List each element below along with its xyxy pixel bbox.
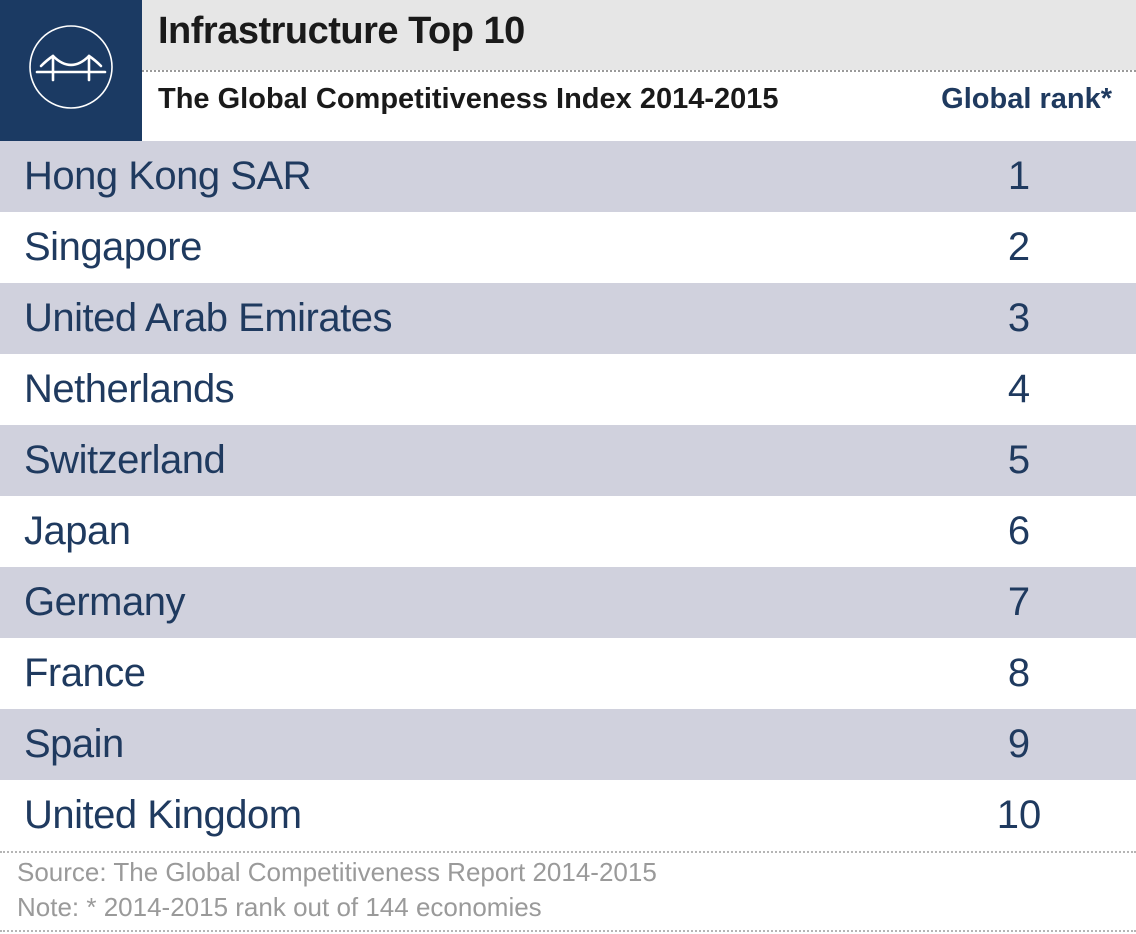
country-label: Japan: [24, 509, 131, 553]
chart-subtitle: The Global Competitiveness Index 2014-20…: [158, 83, 779, 115]
chart-header: Infrastructure Top 10 The Global Competi…: [0, 0, 1136, 141]
country-label: Hong Kong SAR: [24, 154, 312, 198]
table-row: Japan 6: [0, 496, 1136, 567]
logo: [0, 0, 142, 141]
rank-value: 6: [1007, 509, 1031, 553]
rank-value: 7: [1007, 580, 1031, 624]
footnote: Note: * 2014-2015 rank out of 144 econom…: [17, 892, 542, 922]
table-row: United Arab Emirates 3: [0, 283, 1136, 354]
country-label: Germany: [24, 580, 186, 624]
chart-title: Infrastructure Top 10: [158, 10, 525, 52]
table-row: Netherlands 4: [0, 354, 1136, 425]
header-divider: [142, 70, 1136, 72]
table-row: Hong Kong SAR 1: [0, 141, 1136, 212]
source-note: Source: The Global Competitiveness Repor…: [17, 857, 657, 887]
rank-value: 10: [996, 793, 1042, 837]
country-label: France: [24, 651, 146, 695]
rank-value: 3: [1007, 296, 1031, 340]
table-row: Spain 9: [0, 709, 1136, 780]
rank-value: 9: [1007, 722, 1031, 766]
table-row: United Kingdom 10: [0, 780, 1136, 851]
bridge-icon: [29, 25, 113, 109]
country-label: United Kingdom: [24, 793, 302, 837]
table-row: Singapore 2: [0, 212, 1136, 283]
rank-value: 2: [1007, 225, 1031, 269]
rank-column-header: Global rank*: [941, 83, 1112, 115]
country-label: Singapore: [24, 225, 202, 269]
ranking-table: Hong Kong SAR 1 Singapore 2 United Arab Emir…: [0, 141, 1136, 851]
rank-value: 5: [1007, 438, 1031, 482]
title-band: Infrastructure Top 10: [142, 0, 1136, 70]
table-row: Germany 7: [0, 567, 1136, 638]
country-label: Spain: [24, 722, 124, 766]
country-label: Netherlands: [24, 367, 235, 411]
country-label: Switzerland: [24, 438, 226, 482]
rank-value: 8: [1007, 651, 1031, 695]
country-label: United Arab Emirates: [24, 296, 392, 340]
rank-value: 4: [1007, 367, 1031, 411]
footer-divider: [0, 851, 1136, 853]
table-row: Switzerland 5: [0, 425, 1136, 496]
table-row: France 8: [0, 638, 1136, 709]
rank-value: 1: [1007, 154, 1031, 198]
bottom-divider: [0, 930, 1136, 932]
